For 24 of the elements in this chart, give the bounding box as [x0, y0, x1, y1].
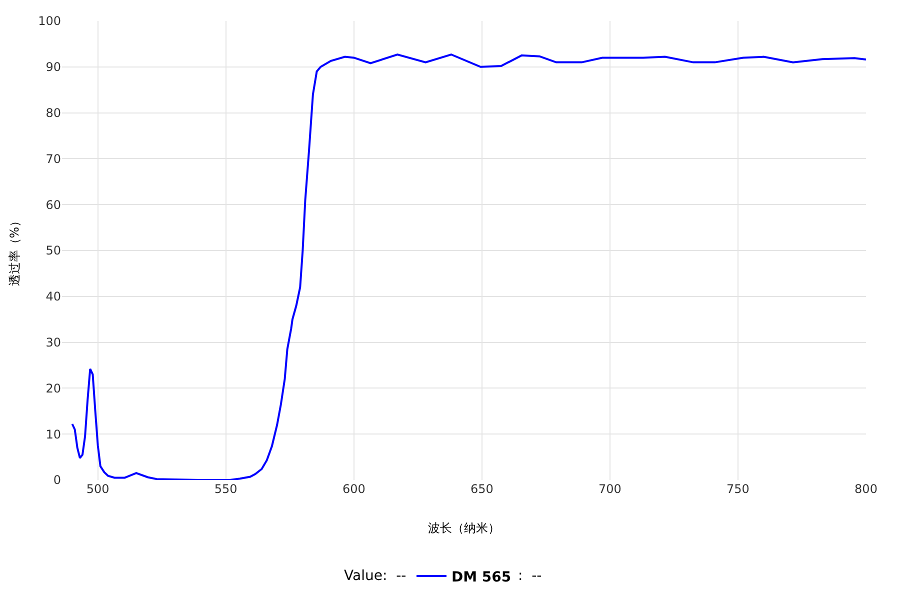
y-axis-title: 透过率（%） — [7, 214, 22, 286]
text: : -- — [518, 568, 542, 584]
y-tick-label: 80 — [46, 106, 61, 120]
y-tick-label: 70 — [46, 152, 61, 166]
x-tick-label: 750 — [726, 482, 750, 496]
y-tick-label: 0 — [53, 473, 61, 488]
x-tick-label: 800 — [854, 482, 878, 496]
y-tick-label: 50 — [46, 244, 61, 258]
legend-label: DM 565 — [452, 569, 512, 586]
y-tick-label: 20 — [46, 381, 61, 396]
x-axis-title: 波长（纳米） — [428, 520, 500, 535]
y-tick-label: 30 — [46, 336, 61, 350]
y-tick-label: 10 — [46, 427, 61, 442]
x-tick-label: 700 — [598, 482, 622, 496]
x-tick-label: 650 — [470, 482, 494, 496]
x-tick-label: 500 — [86, 482, 110, 496]
y-tick-label: 100 — [38, 14, 61, 28]
text: Value: -- — [344, 568, 406, 584]
line-series — [71, 54, 866, 480]
y-tick-label: 90 — [46, 60, 61, 74]
x-tick-label: 550 — [214, 482, 238, 496]
y-tick-label: 40 — [46, 290, 61, 304]
x-tick-label: 600 — [342, 482, 366, 496]
y-tick-label: 60 — [46, 198, 61, 212]
